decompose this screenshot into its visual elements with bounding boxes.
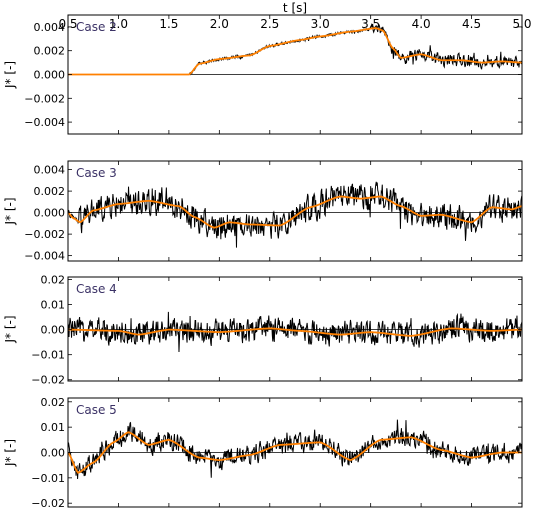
y-tick-label: −0.01 [31, 349, 65, 362]
panel-2: −0.004 −0.002 0.000 0.002 0.004 J* [-] Case 3 [3, 160, 523, 263]
filtered-signal-line [68, 195, 522, 229]
y-tick-label: 0.000 [34, 207, 66, 220]
filtered-signal-line [68, 327, 522, 337]
y-tick-label: −0.004 [24, 250, 65, 263]
y-tick-label: 0.00 [41, 324, 66, 337]
case-label: Case 3 [76, 166, 117, 180]
y-tick-label: 0.02 [41, 396, 66, 409]
y-axis-label: J* [-] [3, 315, 17, 343]
y-tick-label: 0.01 [41, 299, 66, 312]
y-tick-label: 0.00 [41, 447, 66, 460]
x-tick-label: 2.0 [210, 17, 229, 31]
y-tick-label: −0.01 [31, 472, 65, 485]
x-tick-label: 1.5 [159, 17, 178, 31]
y-tick-label: −0.004 [24, 116, 65, 129]
x-axis-label: t [s] [283, 1, 307, 15]
raw-signal-line [68, 23, 522, 76]
y-tick-label: −0.02 [31, 374, 65, 387]
case-label: Case 5 [76, 403, 117, 417]
y-axis-label: J* [-] [3, 61, 17, 89]
y-tick-label: 0.002 [34, 185, 66, 198]
raw-signal-line [68, 181, 522, 248]
panel-3: −0.02 −0.01 0.00 0.01 0.02 J* [-] Case 4 [3, 274, 523, 387]
panel-frame [67, 276, 523, 382]
y-tick-label: 0.004 [34, 21, 66, 34]
y-tick-label: 0.002 [34, 45, 66, 58]
panel-4: −0.02 −0.01 0.00 0.01 0.02 J* [-] Case 5 [3, 396, 523, 510]
y-tick-label: −0.02 [31, 497, 65, 510]
x-tick-label: 2.5 [260, 17, 279, 31]
x-tick-label: 3.0 [311, 17, 330, 31]
case-label: Case 4 [76, 282, 117, 296]
case-label: Case 2 [76, 20, 117, 34]
panels-group: t [s]0.5 1.0 1.5 2.0 2.5 3.0 3.5 4.0 4.5 5.0−0.00… [3, 1, 532, 510]
y-tick-label: 0.02 [41, 274, 66, 287]
y-axis-label: J* [-] [3, 439, 17, 467]
x-tick-label: 4.0 [412, 17, 431, 31]
y-tick-label: 0.004 [34, 164, 66, 177]
y-tick-label: 0.000 [34, 69, 66, 82]
panel-1: −0.004 −0.002 0.000 0.002 0.004 J* [-] Case 2 [3, 14, 523, 135]
filtered-signal-line [68, 431, 522, 474]
y-tick-label: −0.002 [24, 228, 65, 241]
x-tick-label: 1.0 [109, 17, 128, 31]
raw-signal-line [68, 311, 522, 352]
x-tick-label: 4.5 [462, 17, 481, 31]
filtered-signal-line [68, 27, 522, 76]
y-axis-label: J* [-] [3, 197, 17, 225]
y-tick-label: 0.01 [41, 421, 66, 434]
panel-frame [67, 160, 523, 262]
raw-signal-line [68, 419, 522, 479]
y-tick-label: −0.002 [24, 92, 65, 105]
